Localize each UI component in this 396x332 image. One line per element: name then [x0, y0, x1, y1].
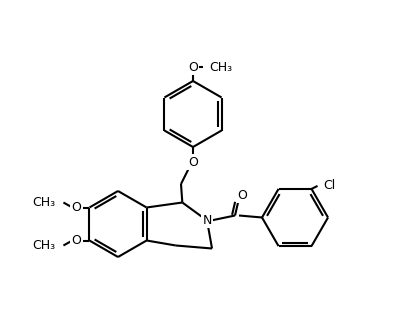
- Text: O: O: [188, 155, 198, 169]
- Text: CH₃: CH₃: [32, 239, 55, 252]
- Text: O: O: [188, 60, 198, 73]
- Text: CH₃: CH₃: [32, 196, 55, 209]
- Text: O: O: [237, 189, 247, 202]
- Text: CH₃: CH₃: [209, 60, 232, 73]
- Text: N: N: [202, 214, 212, 227]
- Text: O: O: [72, 234, 81, 247]
- Text: Cl: Cl: [324, 179, 336, 193]
- Text: O: O: [72, 201, 81, 214]
